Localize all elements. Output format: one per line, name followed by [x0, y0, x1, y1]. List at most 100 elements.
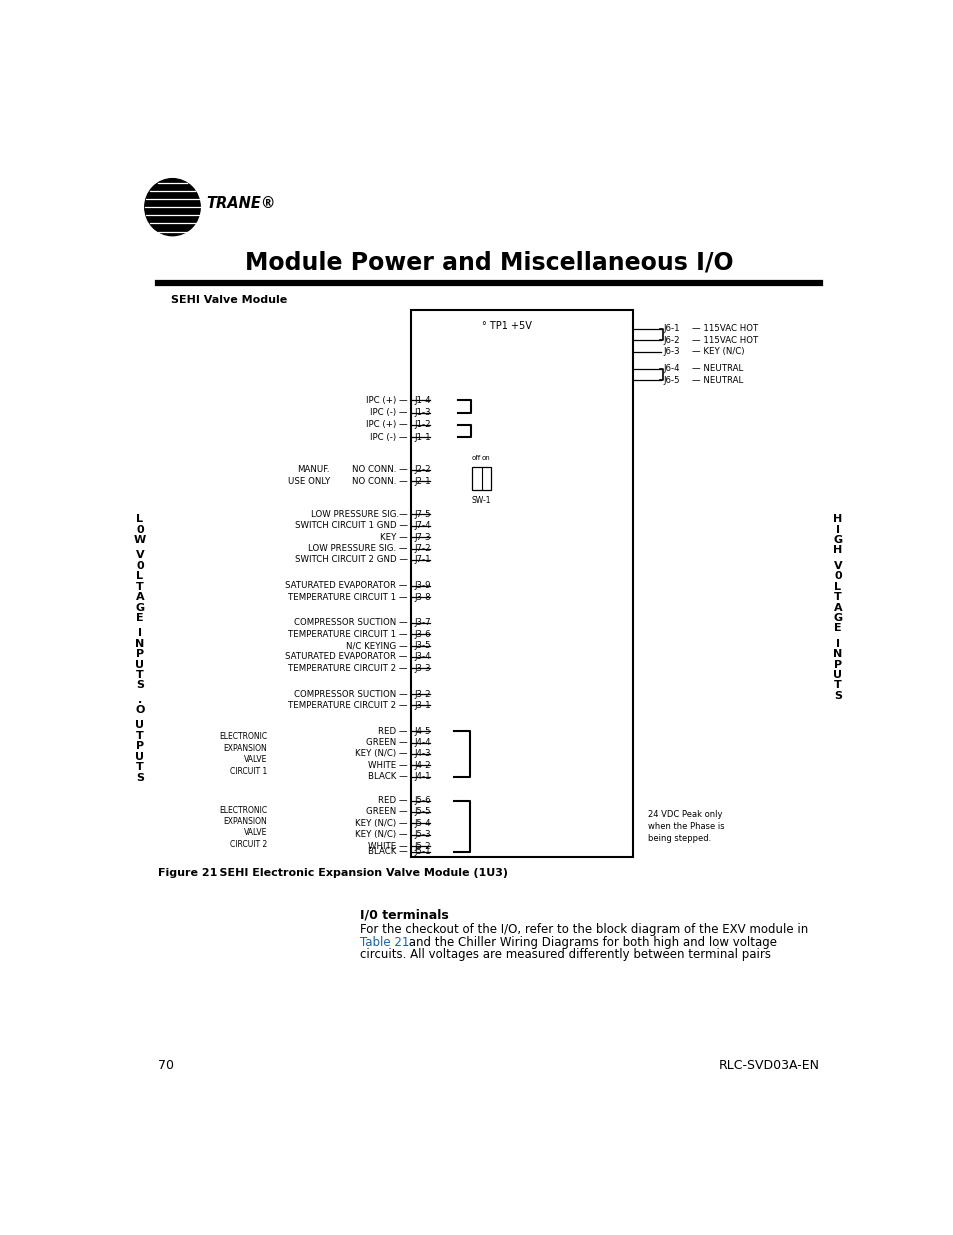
Text: Table 21: Table 21: [359, 936, 409, 948]
Text: J4-1: J4-1: [414, 772, 431, 782]
Text: N: N: [832, 650, 841, 659]
Text: COMPRESSOR SUCTION —: COMPRESSOR SUCTION —: [294, 689, 407, 699]
Text: O: O: [135, 705, 145, 715]
Text: — KEY (N/C): — KEY (N/C): [691, 347, 743, 356]
Text: J3-4: J3-4: [414, 652, 431, 662]
Text: TEMPERATURE CIRCUIT 2 —: TEMPERATURE CIRCUIT 2 —: [288, 701, 407, 710]
Text: GREEN —: GREEN —: [366, 808, 407, 816]
Text: 0: 0: [136, 561, 144, 571]
Text: IPC (-) —: IPC (-) —: [370, 432, 407, 442]
Text: and the Chiller Wiring Diagrams for both high and low voltage: and the Chiller Wiring Diagrams for both…: [404, 936, 776, 948]
Text: J5-3: J5-3: [414, 830, 431, 840]
Text: A: A: [833, 603, 841, 613]
Text: ELECTRONIC
EXPANSION
VALVE
CIRCUIT 1: ELECTRONIC EXPANSION VALVE CIRCUIT 1: [219, 732, 267, 776]
Text: SWITCH CIRCUIT 2 GND —: SWITCH CIRCUIT 2 GND —: [294, 556, 407, 564]
Text: J5-1: J5-1: [414, 847, 431, 856]
Text: J3-5: J3-5: [414, 641, 431, 650]
Text: J2-1: J2-1: [414, 477, 431, 485]
Text: SEHI Valve Module: SEHI Valve Module: [171, 295, 287, 305]
Text: L: L: [136, 571, 143, 582]
Text: T: T: [136, 731, 144, 741]
Text: J3-8: J3-8: [414, 593, 431, 601]
Text: J7-4: J7-4: [414, 521, 431, 530]
Text: SATURATED EVAPORATOR —: SATURATED EVAPORATOR —: [285, 582, 407, 590]
Text: J6-5: J6-5: [662, 375, 679, 385]
Text: J2-2: J2-2: [414, 466, 431, 474]
Text: SATURATED EVAPORATOR —: SATURATED EVAPORATOR —: [285, 652, 407, 662]
Text: L: L: [834, 582, 841, 592]
Text: P: P: [833, 659, 841, 669]
Text: J6-3: J6-3: [662, 347, 679, 356]
Text: W: W: [133, 535, 146, 545]
Text: RED —: RED —: [377, 726, 407, 736]
Text: MANUF.: MANUF.: [297, 466, 330, 474]
Text: BLACK —: BLACK —: [368, 772, 407, 782]
Text: P: P: [135, 650, 144, 659]
Text: WHITE —: WHITE —: [368, 761, 407, 769]
Text: G: G: [833, 613, 841, 622]
Text: J3-7: J3-7: [414, 619, 431, 627]
Text: — 115VAC HOT: — 115VAC HOT: [691, 336, 757, 345]
Text: G: G: [135, 603, 144, 613]
Text: TEMPERATURE CIRCUIT 1 —: TEMPERATURE CIRCUIT 1 —: [288, 593, 407, 601]
Text: BLACK —: BLACK —: [368, 847, 407, 856]
Text: circuits. All voltages are measured differently between terminal pairs: circuits. All voltages are measured diff…: [359, 948, 770, 961]
Text: J1-3: J1-3: [414, 408, 431, 417]
Text: S: S: [833, 690, 841, 701]
Text: KEY (N/C) —: KEY (N/C) —: [355, 750, 407, 758]
Text: J6-2: J6-2: [662, 336, 679, 345]
Text: TEMPERATURE CIRCUIT 1 —: TEMPERATURE CIRCUIT 1 —: [288, 630, 407, 638]
Text: J4-2: J4-2: [414, 761, 431, 769]
Text: U: U: [135, 720, 144, 730]
Text: IPC (-) —: IPC (-) —: [370, 408, 407, 417]
Text: RED —: RED —: [377, 797, 407, 805]
Text: J3-2: J3-2: [414, 689, 431, 699]
Text: J7-1: J7-1: [414, 556, 431, 564]
Text: 70: 70: [157, 1060, 173, 1072]
Text: J3-9: J3-9: [414, 582, 431, 590]
Text: J1-2: J1-2: [414, 420, 431, 430]
Text: IPC (+) —: IPC (+) —: [366, 420, 407, 430]
Text: 0: 0: [833, 571, 841, 582]
Text: S: S: [136, 773, 144, 783]
Text: TRANE®: TRANE®: [206, 196, 275, 211]
Text: J7-5: J7-5: [414, 510, 431, 519]
Text: S: S: [136, 680, 144, 690]
Text: J5-6: J5-6: [414, 797, 431, 805]
Text: ° TP1 +5V: ° TP1 +5V: [482, 321, 532, 331]
Text: L: L: [136, 514, 143, 524]
Text: T: T: [136, 582, 144, 592]
Text: E: E: [833, 624, 841, 634]
Text: RLC-SVD03A-EN: RLC-SVD03A-EN: [719, 1060, 820, 1072]
Text: NO CONN. —: NO CONN. —: [352, 466, 407, 474]
Text: GREEN —: GREEN —: [366, 739, 407, 747]
Text: J3-1: J3-1: [414, 701, 431, 710]
Text: ELECTRONIC
EXPANSION
VALVE
CIRCUIT 2: ELECTRONIC EXPANSION VALVE CIRCUIT 2: [219, 805, 267, 848]
Text: J1-4: J1-4: [414, 395, 431, 405]
Text: E: E: [136, 613, 144, 622]
Text: H: H: [832, 546, 841, 556]
Text: N: N: [135, 638, 145, 648]
Text: I/0 terminals: I/0 terminals: [359, 909, 448, 923]
Text: off: off: [472, 454, 481, 461]
Text: V: V: [135, 551, 144, 561]
Text: IPC (+) —: IPC (+) —: [366, 395, 407, 405]
Text: TEMPERATURE CIRCUIT 2 —: TEMPERATURE CIRCUIT 2 —: [288, 664, 407, 673]
Bar: [472, 467, 491, 489]
Text: G: G: [833, 535, 841, 545]
Ellipse shape: [145, 179, 200, 236]
Text: J5-5: J5-5: [414, 808, 431, 816]
Text: T: T: [833, 592, 841, 601]
Text: I: I: [835, 638, 839, 648]
Text: Figure 21: Figure 21: [157, 868, 217, 878]
Text: I: I: [138, 629, 142, 638]
Text: U: U: [833, 671, 841, 680]
Text: H: H: [832, 514, 841, 524]
Text: KEY (N/C) —: KEY (N/C) —: [355, 830, 407, 840]
Text: J1-1: J1-1: [414, 432, 431, 442]
Text: KEY (N/C) —: KEY (N/C) —: [355, 819, 407, 827]
Text: J7-3: J7-3: [414, 532, 431, 542]
Text: T: T: [136, 762, 144, 772]
Text: J6-1: J6-1: [662, 325, 679, 333]
Text: 24 VDC Peak only
when the Phase is
being stepped.: 24 VDC Peak only when the Phase is being…: [647, 810, 723, 842]
